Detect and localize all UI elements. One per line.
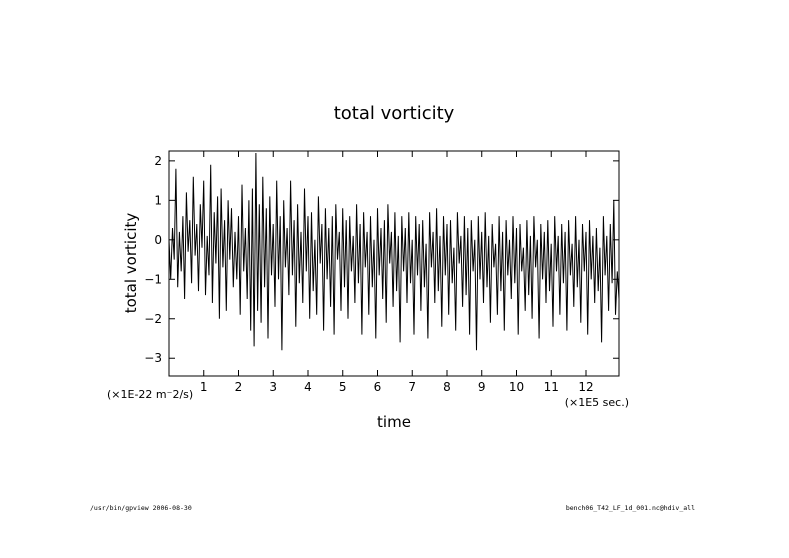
y-tick-label: −2 (144, 312, 162, 326)
y-tick-label: 1 (154, 193, 162, 207)
y-tick-label: 2 (154, 154, 162, 168)
series-line-0 (168, 152, 620, 351)
x-tick-label: 11 (544, 380, 559, 394)
footer-right-text: bench06_T42_LF_1d_001.nc@hdiv_all (566, 504, 695, 512)
x-tick-label: 10 (509, 380, 524, 394)
x-tick-label: 6 (374, 380, 382, 394)
x-tick-label: 7 (408, 380, 416, 394)
y-tick-label: −3 (144, 351, 162, 365)
chart-title: total vorticity (334, 103, 455, 124)
x-tick-label: 4 (304, 380, 312, 394)
x-tick-label: 12 (578, 380, 593, 394)
x-axis-ticks: 1 2 3 4 5 6 7 8 9 10 11 12 (200, 151, 594, 394)
footer-left-text: /usr/bin/gpview 2006-08-30 (90, 504, 192, 512)
y-tick-label: 0 (154, 233, 162, 247)
y-tick-label: −1 (144, 272, 162, 286)
y-axis-unit: (×1E-22 m⁻2/s) (107, 388, 193, 401)
x-tick-label: 2 (235, 380, 243, 394)
x-axis-unit: (×1E5 sec.) (565, 396, 629, 409)
x-tick-label: 9 (478, 380, 486, 394)
y-axis-ticks: 2 1 0 −1 −2 −3 (144, 154, 619, 365)
plot-area-frame (168, 150, 620, 377)
x-tick-label: 5 (339, 380, 347, 394)
x-axis-label: time (377, 413, 411, 431)
x-tick-label: 3 (269, 380, 277, 394)
x-tick-label: 8 (443, 380, 451, 394)
y-axis-label: total vorticity (122, 213, 140, 314)
x-tick-label: 1 (200, 380, 208, 394)
series-layer (168, 152, 620, 351)
